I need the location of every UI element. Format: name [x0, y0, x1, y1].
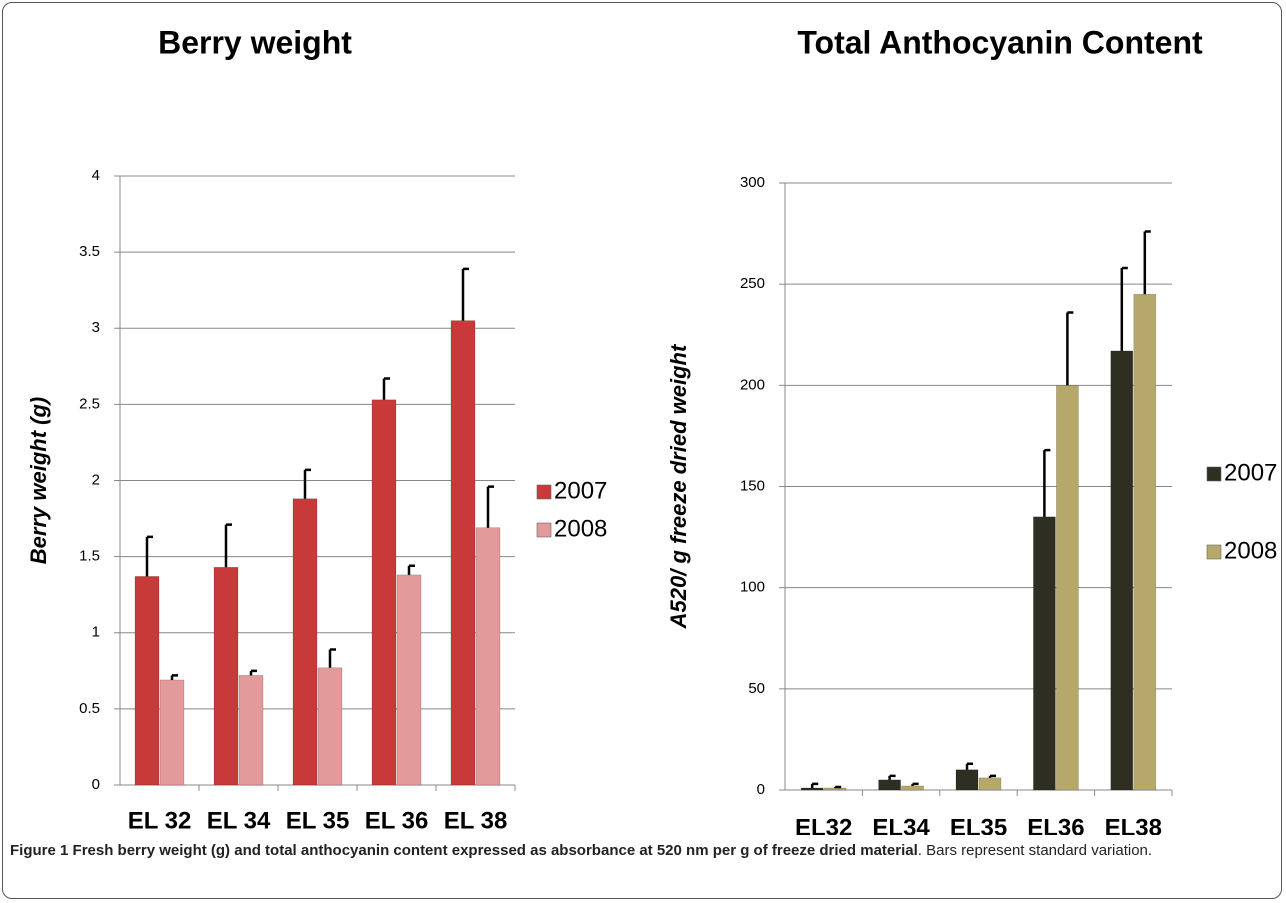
error-bar [911, 782, 919, 786]
chart-title: Berry weight [158, 24, 352, 60]
chart-title: Total Anthocyanin Content [797, 24, 1203, 60]
y-axis-label: A520/ g freeze dried weight [666, 343, 691, 629]
y-tick-label: 150 [740, 477, 765, 494]
error-bar [486, 485, 494, 528]
bar [955, 769, 979, 791]
error-bar [1043, 448, 1051, 517]
caption-bold: Fresh berry weight (g) and total anthocy… [72, 842, 918, 859]
bar [238, 675, 264, 786]
legend-swatch [1206, 466, 1222, 482]
error-bar [170, 674, 178, 680]
y-tick-label: 3 [92, 319, 100, 336]
y-tick-label: 250 [740, 275, 765, 292]
figure: Berry weight Berry weight (g) 0 0.5 1 1.5 2 2.5… [26, 24, 1278, 835]
error-bar [965, 762, 973, 770]
error-bar [303, 468, 311, 499]
y-tick-label: 2 [92, 471, 100, 488]
legend-label: 2007 [1224, 459, 1277, 486]
error-bar [1120, 266, 1128, 351]
error-bar [407, 564, 415, 575]
bar [371, 399, 397, 786]
error-bar [145, 535, 153, 577]
error-bar [988, 774, 996, 778]
legend-label: 2008 [554, 515, 607, 542]
y-axis-label: Berry weight (g) [26, 397, 51, 564]
y-tick-label: 3.5 [79, 243, 100, 260]
error-bar [382, 377, 390, 400]
bar [1033, 516, 1056, 791]
error-bar [888, 774, 896, 780]
y-tick-label: 0.5 [79, 700, 100, 717]
y-tick-label: 100 [740, 579, 765, 596]
x-tick-label: EL 38 [444, 807, 508, 834]
bar [823, 787, 847, 791]
bar [317, 667, 343, 786]
error-bar [833, 785, 842, 789]
bar [901, 785, 924, 791]
legend-label: 2008 [1224, 537, 1277, 564]
x-tick-label: EL38 [1105, 814, 1162, 835]
x-tick-label: EL 36 [365, 807, 429, 834]
y-tick-label: 200 [740, 376, 765, 393]
caption-label: Figure 1 [10, 842, 69, 859]
x-tick-label: EL36 [1027, 814, 1084, 835]
y-tick-label: 0 [757, 781, 765, 798]
x-tick-label: EL34 [872, 814, 930, 835]
bar [475, 527, 501, 786]
y-tick-label: 1 [92, 624, 100, 641]
legend-swatch [536, 484, 552, 500]
x-tick-label: EL 35 [286, 807, 350, 834]
error-bar [224, 523, 232, 568]
bar [800, 787, 824, 791]
bar [213, 566, 239, 786]
bar [159, 679, 185, 786]
bar [292, 498, 318, 786]
y-tick-label: 4 [92, 167, 100, 184]
error-bar [1143, 230, 1151, 295]
error-bar [461, 267, 469, 321]
bar [878, 779, 901, 791]
caption-text: . Bars represent standard variation. [917, 842, 1153, 859]
y-tick-label: 2.5 [79, 395, 100, 412]
legend-swatch [1206, 544, 1222, 560]
error-bar [1066, 311, 1074, 386]
error-bar [249, 669, 257, 676]
y-tick-label: 50 [748, 680, 765, 697]
bar [1056, 385, 1079, 791]
bar [396, 574, 422, 786]
bar [134, 576, 160, 786]
error-bar [328, 648, 336, 668]
x-tick-label: EL35 [950, 814, 1007, 835]
x-tick-label: EL 32 [128, 807, 192, 834]
y-tick-label: 1.5 [79, 548, 100, 565]
bar [978, 777, 1002, 791]
y-tick-label: 300 [740, 174, 765, 191]
y-tick-label: 0 [92, 776, 100, 793]
bar [450, 320, 476, 786]
x-tick-label: EL 34 [207, 807, 271, 834]
bar [1110, 350, 1134, 791]
legend-swatch [536, 522, 552, 538]
caption: Figure 1 Fresh berry weight (g) and tota… [10, 840, 1280, 862]
legend-label: 2007 [554, 477, 607, 504]
x-tick-label: EL32 [795, 814, 852, 835]
error-bar [810, 782, 819, 788]
bar [1133, 293, 1157, 791]
